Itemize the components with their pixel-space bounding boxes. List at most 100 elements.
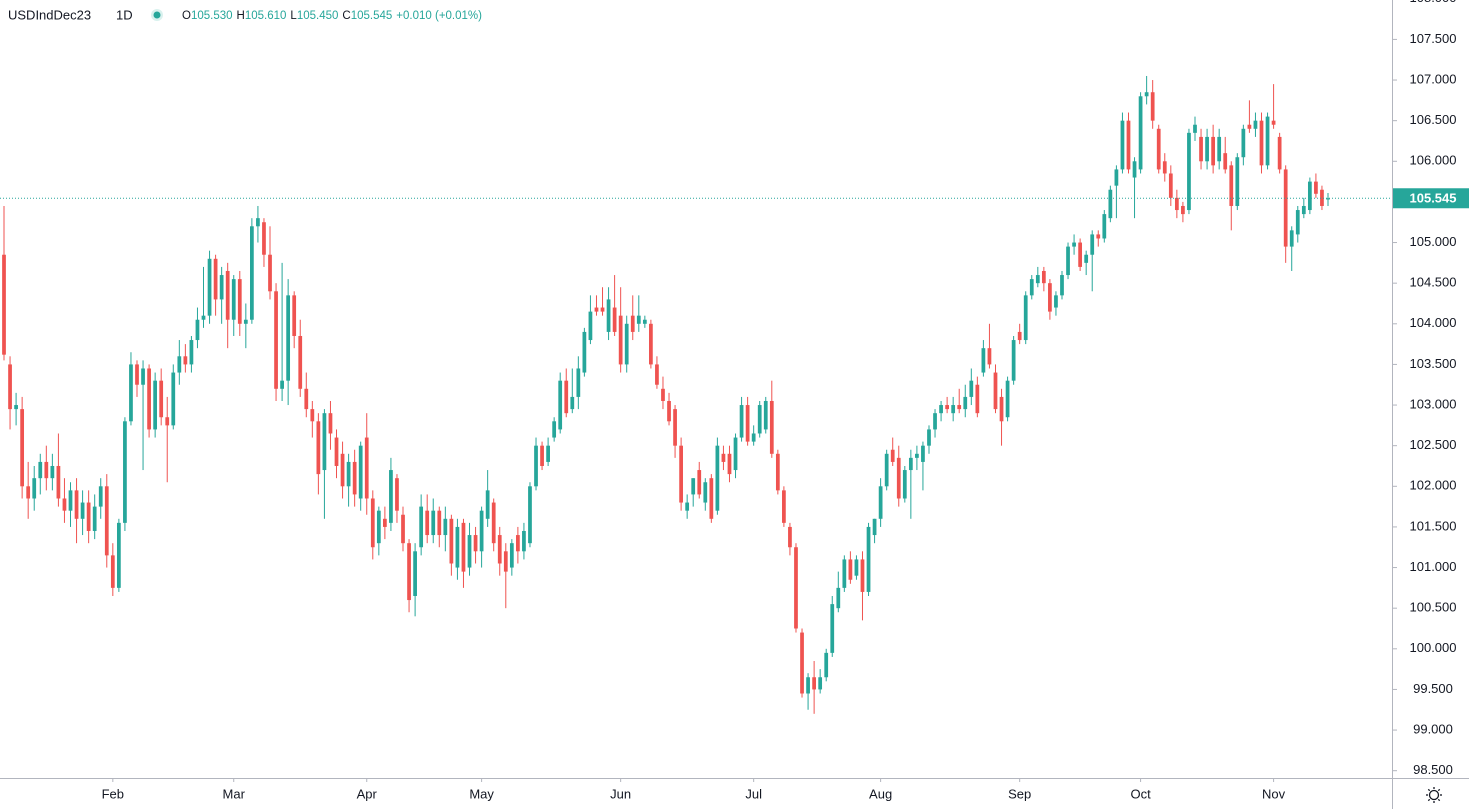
candles bbox=[2, 75, 1330, 714]
candle-body bbox=[1247, 124, 1252, 129]
candle-body bbox=[1060, 275, 1064, 296]
candle-body bbox=[1283, 169, 1288, 247]
candle-body bbox=[854, 559, 859, 576]
candle-body bbox=[1054, 295, 1058, 308]
candle-body bbox=[733, 437, 738, 471]
candle-body bbox=[183, 356, 188, 365]
candle-body bbox=[636, 315, 641, 324]
candle-body bbox=[612, 307, 617, 332]
candle-body bbox=[1211, 136, 1216, 166]
candle-body bbox=[570, 396, 575, 410]
legend-close-label: C bbox=[342, 10, 350, 22]
candle-body bbox=[721, 453, 726, 462]
candle-body bbox=[1193, 124, 1197, 133]
candle-body bbox=[739, 405, 744, 438]
legend-close: 105.545 bbox=[351, 10, 393, 22]
candle-body bbox=[509, 543, 514, 568]
candle-body bbox=[963, 396, 968, 410]
candle-body bbox=[1205, 136, 1209, 162]
y-tick-label: 108.000 bbox=[1410, 0, 1457, 5]
candle-body bbox=[1023, 295, 1028, 341]
ohlc-values: O105.530 H105.610 L105.450 C105.545 +0.010 (… bbox=[182, 10, 482, 22]
candle-body bbox=[419, 506, 424, 548]
y-tick-label: 105.000 bbox=[1410, 234, 1457, 249]
symbol[interactable]: USDIndDec23 bbox=[8, 7, 91, 22]
candle-body bbox=[20, 409, 25, 487]
candle-body bbox=[1156, 128, 1161, 170]
candle-body bbox=[292, 295, 297, 336]
candle-body bbox=[98, 486, 103, 507]
candle-body bbox=[201, 315, 206, 320]
y-tick-label: 102.500 bbox=[1410, 437, 1457, 452]
candle-body bbox=[383, 518, 387, 527]
y-tick-label: 107.000 bbox=[1410, 71, 1457, 86]
candle-body bbox=[449, 518, 454, 564]
settings-icon[interactable] bbox=[1426, 787, 1442, 803]
y-tick-label: 106.500 bbox=[1410, 112, 1457, 127]
candle-body bbox=[32, 478, 37, 499]
x-tick-label: Mar bbox=[223, 786, 246, 801]
candle-body bbox=[1035, 275, 1040, 284]
last-price-box bbox=[1393, 188, 1469, 209]
candle-body bbox=[600, 307, 605, 312]
interval[interactable]: 1D bbox=[116, 7, 133, 22]
x-tick-label: Nov bbox=[1262, 786, 1286, 801]
candle-body bbox=[8, 364, 12, 410]
candle-body bbox=[703, 482, 708, 503]
candle-body bbox=[927, 429, 931, 446]
candle-body bbox=[376, 510, 381, 544]
candle-body bbox=[219, 275, 224, 300]
candle-body bbox=[328, 413, 333, 434]
candle-body bbox=[286, 295, 291, 381]
candle-body bbox=[1120, 120, 1125, 170]
x-tick-label: Sep bbox=[1008, 786, 1031, 801]
candle-body bbox=[407, 543, 411, 601]
candle-body bbox=[546, 445, 550, 462]
candle-body bbox=[788, 526, 792, 548]
candle-body bbox=[1029, 279, 1034, 296]
candle-body bbox=[413, 551, 417, 596]
candle-body bbox=[491, 502, 496, 544]
candle-body bbox=[528, 486, 532, 544]
candle-body bbox=[1150, 92, 1155, 121]
y-tick-label: 101.500 bbox=[1410, 518, 1457, 533]
candle-body bbox=[836, 587, 841, 609]
candle-body bbox=[1162, 161, 1167, 174]
candle-body bbox=[1314, 181, 1318, 194]
y-tick-label: 106.000 bbox=[1410, 153, 1457, 168]
candle-body bbox=[1017, 331, 1022, 341]
candle-body bbox=[389, 470, 393, 523]
candle-body bbox=[763, 400, 768, 430]
candle-body bbox=[1041, 270, 1046, 284]
legend-open: 105.530 bbox=[191, 10, 233, 22]
candle-body bbox=[890, 449, 895, 462]
candle-body bbox=[830, 604, 835, 653]
candle-body bbox=[691, 478, 696, 495]
x-tick-label: May bbox=[469, 786, 494, 801]
candle-body bbox=[358, 445, 363, 499]
candle-body bbox=[401, 514, 405, 544]
candle-body bbox=[1011, 340, 1016, 381]
candle-body bbox=[921, 445, 925, 462]
y-tick-label: 103.000 bbox=[1410, 396, 1457, 411]
candle-body bbox=[685, 502, 690, 511]
candle-body bbox=[74, 490, 79, 519]
candle-body bbox=[522, 530, 526, 552]
candle-body bbox=[661, 388, 665, 401]
candle-body bbox=[1301, 205, 1306, 215]
candle-body bbox=[540, 445, 544, 466]
candle-body bbox=[945, 405, 949, 410]
y-tick-label: 98.500 bbox=[1413, 762, 1453, 777]
candle-body bbox=[298, 335, 303, 389]
candle-body bbox=[92, 506, 97, 531]
candle-body bbox=[425, 510, 430, 536]
candle-body bbox=[842, 559, 847, 588]
candle-body bbox=[679, 445, 683, 503]
x-tick-label: Feb bbox=[102, 786, 124, 801]
candle-body bbox=[848, 559, 853, 580]
candle-body bbox=[951, 405, 956, 414]
legend-low-label: L bbox=[290, 10, 297, 22]
